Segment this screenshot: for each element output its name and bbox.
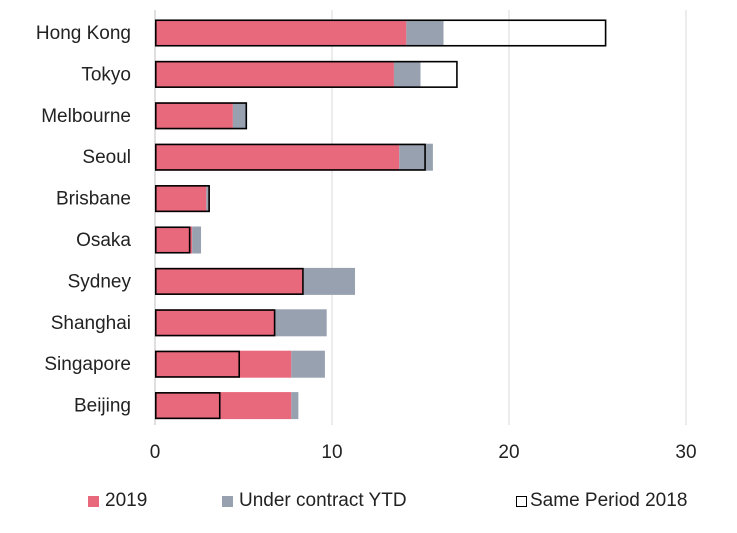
category-label-beijing: Beijing bbox=[74, 396, 131, 417]
bar-same-period-2018-osaka bbox=[154, 226, 191, 254]
legend-swatch-same-period bbox=[516, 495, 527, 507]
bar-same-period-2018-melbourne bbox=[154, 102, 248, 130]
legend-swatch-under-contract bbox=[222, 495, 233, 507]
category-label-singapore: Singapore bbox=[44, 354, 131, 375]
legend-label-under-contract: Under contract YTD bbox=[239, 490, 407, 511]
legend-item-2019: 2019 bbox=[88, 490, 147, 512]
bar-2019-singapore bbox=[155, 350, 292, 378]
legend-label-same-period: Same Period 2018 bbox=[530, 490, 688, 511]
bar-2019-hong-kong bbox=[155, 19, 407, 47]
category-label-shanghai: Shanghai bbox=[51, 313, 131, 334]
x-tick-label-0: 0 bbox=[150, 442, 161, 463]
bar-same-period-2018-singapore bbox=[154, 350, 241, 378]
legend-label-2019: 2019 bbox=[105, 490, 148, 511]
category-label-seoul: Seoul bbox=[82, 147, 131, 168]
category-label-tokyo: Tokyo bbox=[81, 64, 131, 85]
bar-2019-seoul bbox=[155, 143, 400, 171]
x-tick-label-30: 30 bbox=[675, 442, 696, 463]
bar-2019-brisbane bbox=[155, 185, 207, 213]
category-label-osaka: Osaka bbox=[76, 230, 131, 251]
bar-2019-sydney bbox=[155, 267, 304, 295]
bar-under-contract-brisbane bbox=[206, 185, 210, 213]
bar-under-contract-tokyo bbox=[393, 60, 421, 88]
bar-same-period-2018-seoul bbox=[154, 143, 426, 171]
bar-2019-shanghai bbox=[155, 309, 276, 337]
bar-same-period-2018-tokyo bbox=[154, 60, 458, 88]
bar-same-period-2018-brisbane bbox=[154, 185, 210, 213]
bar-same-period-2018-hong-kong bbox=[154, 19, 607, 47]
bar-under-contract-shanghai bbox=[275, 309, 327, 337]
legend-item-same-period: Same Period 2018 bbox=[516, 490, 687, 512]
bar-under-contract-seoul bbox=[399, 143, 433, 171]
bar-under-contract-melbourne bbox=[232, 102, 248, 130]
category-label-hong-kong: Hong Kong bbox=[36, 23, 131, 44]
bar-under-contract-singapore bbox=[291, 350, 325, 378]
category-label-brisbane: Brisbane bbox=[56, 189, 131, 210]
bar-same-period-2018-shanghai bbox=[154, 309, 276, 337]
category-label-melbourne: Melbourne bbox=[41, 106, 131, 127]
bar-under-contract-hong-kong bbox=[406, 19, 444, 47]
bar-2019-beijing bbox=[155, 392, 292, 420]
legend-item-under-contract: Under contract YTD bbox=[222, 490, 407, 512]
bar-under-contract-beijing bbox=[291, 392, 299, 420]
bar-chart: Hong Kong Tokyo Melbourne Seoul Brisbane Osak… bbox=[36, 10, 697, 463]
legend: 2019 Under contract YTD Same Period 2018 bbox=[0, 490, 737, 520]
x-tick-label-20: 20 bbox=[498, 442, 519, 463]
bar-2019-osaka bbox=[155, 226, 193, 254]
category-label-sydney: Sydney bbox=[68, 271, 132, 292]
bar-under-contract-osaka bbox=[192, 226, 202, 254]
bar-same-period-2018-beijing bbox=[154, 392, 221, 420]
bar-2019-melbourne bbox=[155, 102, 233, 130]
bar-same-period-2018-sydney bbox=[154, 267, 304, 295]
bar-under-contract-sydney bbox=[303, 267, 356, 295]
legend-swatch-2019 bbox=[88, 495, 99, 507]
bar-2019-tokyo bbox=[155, 60, 394, 88]
x-tick-label-10: 10 bbox=[321, 442, 342, 463]
